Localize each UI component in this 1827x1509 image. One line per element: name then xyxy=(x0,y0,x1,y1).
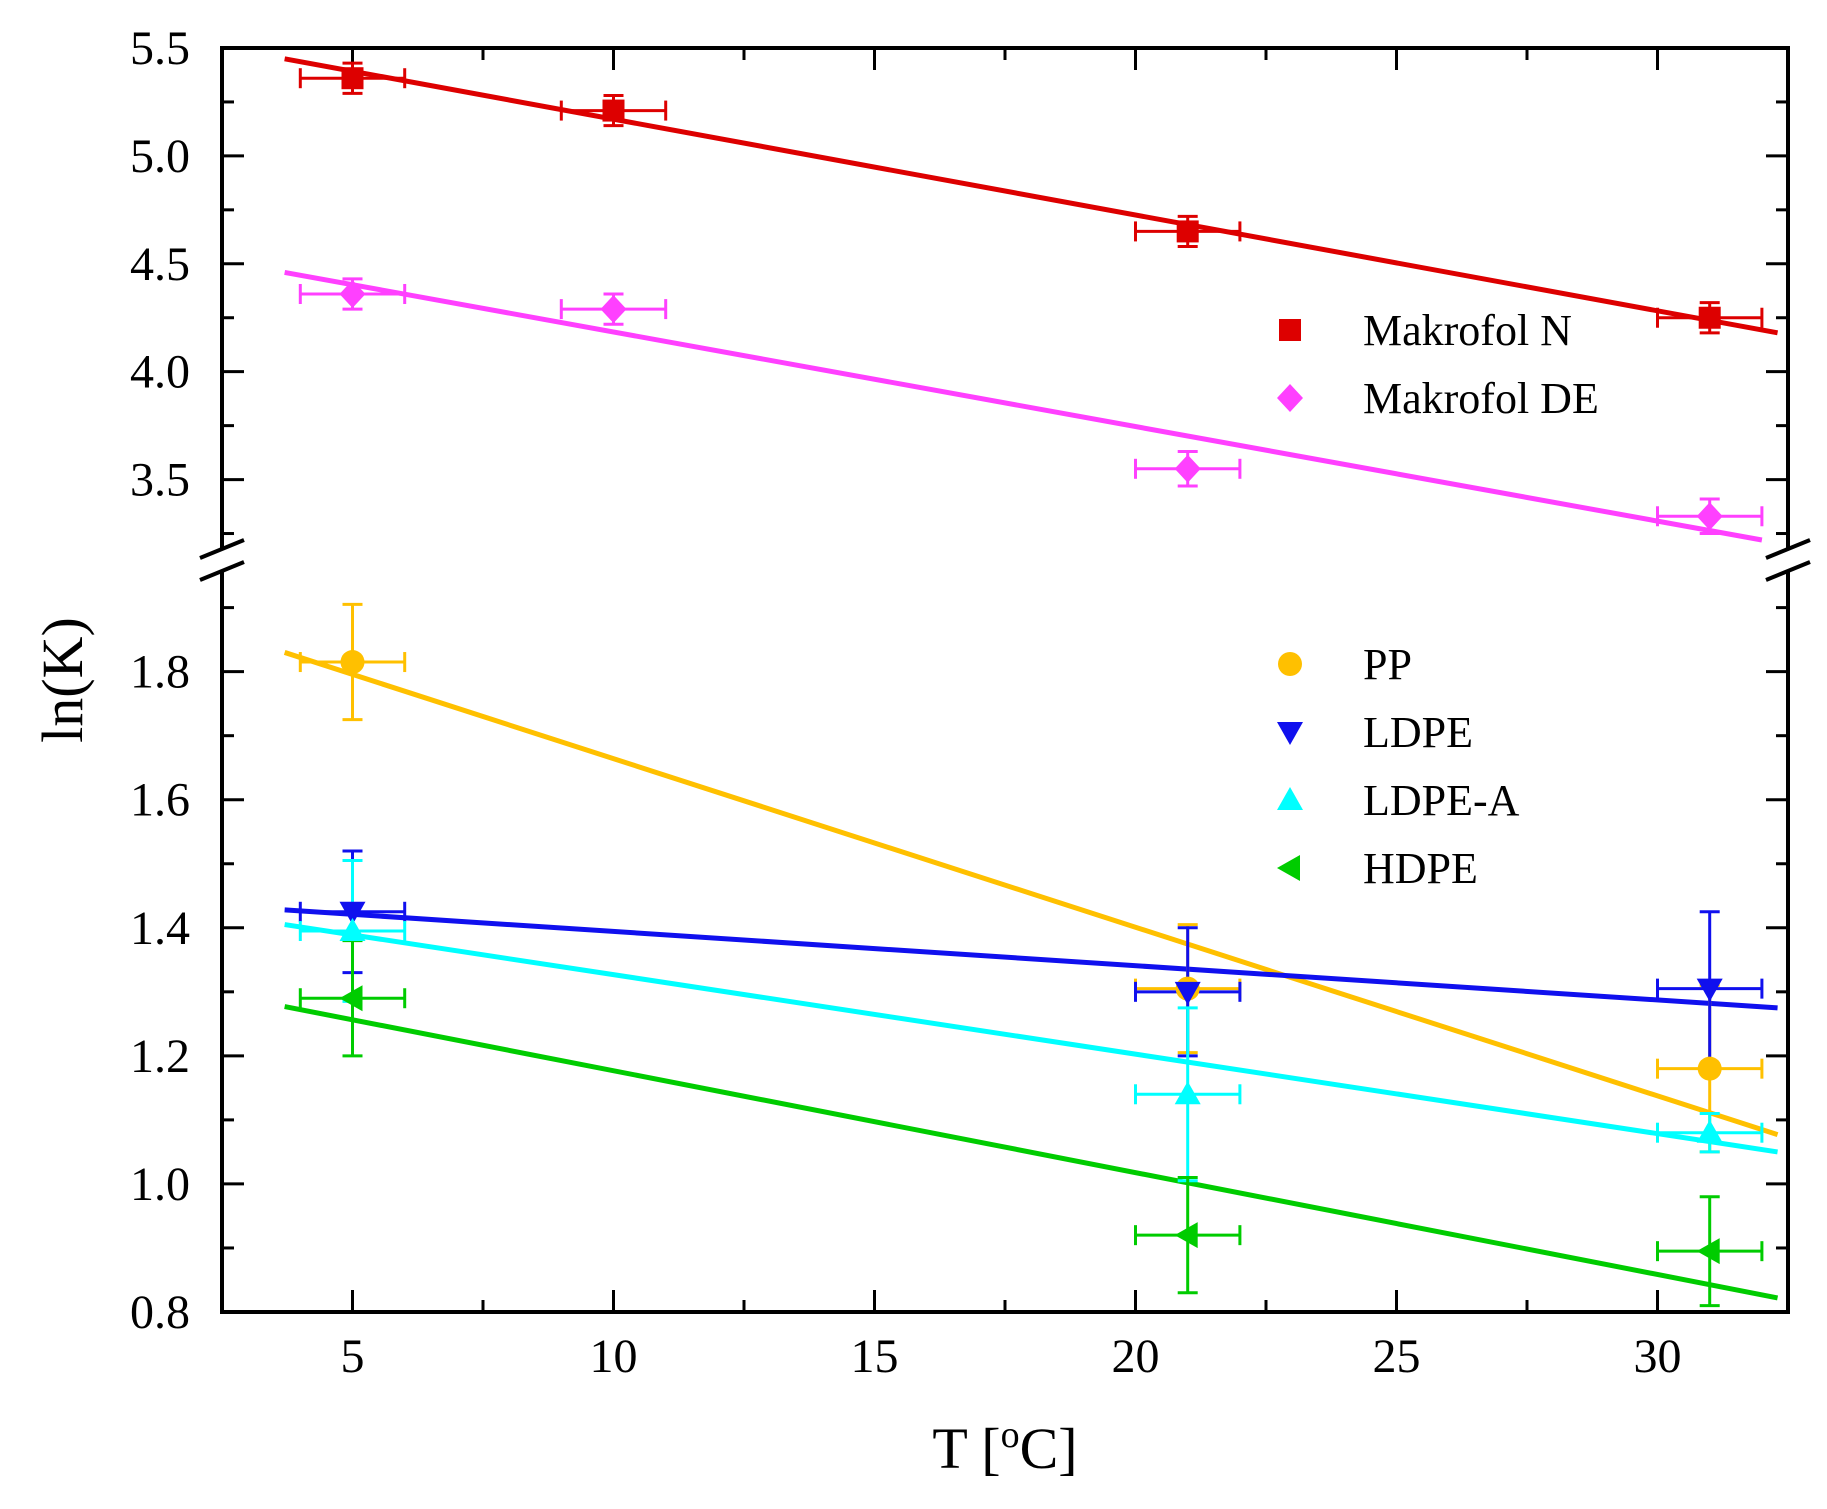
legend-label-ldpe-a: LDPE-A xyxy=(1363,776,1520,825)
marker-ldpe xyxy=(1174,981,1201,1005)
y-tick-label: 3.5 xyxy=(130,454,190,507)
y-tick-label: 5.0 xyxy=(130,130,190,183)
axis-break-mark xyxy=(199,560,245,582)
marker-ldpe-a xyxy=(339,917,366,941)
marker-makrofol-n xyxy=(1698,306,1721,329)
legend-marker-ldpe xyxy=(1277,722,1303,745)
x-tick-label: 10 xyxy=(590,1330,638,1383)
legend-marker-hdpe xyxy=(1277,855,1300,881)
axis-ticks xyxy=(220,46,1790,1314)
marker-ldpe-a xyxy=(1696,1119,1723,1143)
legends: Makrofol N Makrofol DE PP LDPE LDPE-A HDPE xyxy=(1277,306,1599,893)
marker-makrofol-n xyxy=(341,67,364,90)
legend-label-hdpe: HDPE xyxy=(1363,844,1478,893)
x-tick-label: 15 xyxy=(851,1330,899,1383)
axis-break-mark xyxy=(199,538,245,560)
error-bars xyxy=(298,61,1764,1308)
marker-hdpe xyxy=(1174,1222,1198,1249)
marker-pp xyxy=(1697,1056,1722,1081)
y-tick-label: 5.5 xyxy=(130,22,190,75)
legend-label-makrofol-n: Makrofol N xyxy=(1363,306,1572,355)
fit-line-ldpe xyxy=(284,907,1778,1011)
fit-line-hdpe xyxy=(284,1004,1779,1301)
marker-ldpe xyxy=(1696,978,1723,1002)
y-axis-title: ln(K) xyxy=(30,617,95,743)
y-tick-label: 0.8 xyxy=(130,1286,190,1339)
data-markers xyxy=(339,67,1723,1265)
axis-break-mark xyxy=(1765,560,1811,582)
y-tick-label: 1.6 xyxy=(130,774,190,827)
legend-marker-pp xyxy=(1278,652,1302,676)
plot-area xyxy=(199,46,1811,1314)
marker-makrofol-de xyxy=(1696,502,1723,531)
marker-ldpe xyxy=(339,901,366,925)
marker-makrofol-de xyxy=(339,280,366,308)
y-tick-label: 1.8 xyxy=(130,646,190,699)
fit-lines xyxy=(283,56,1779,1301)
marker-makrofol-de xyxy=(1174,454,1201,483)
marker-makrofol-de xyxy=(600,295,627,324)
x-tick-label: 5 xyxy=(341,1330,365,1383)
marker-pp xyxy=(340,650,365,675)
axis-break-mark xyxy=(1765,538,1811,560)
marker-makrofol-n xyxy=(1176,220,1199,243)
fit-line-makrofol-n xyxy=(284,56,1779,336)
y-tick-label: 4.0 xyxy=(130,346,190,399)
axis-break-marks xyxy=(199,538,1811,582)
tick-labels: 5 10 15 20 25 30 3.5 4.0 4.5 5.0 5.5 0.8 1.0 1.2 1.4 1.… xyxy=(130,22,1682,1383)
y-tick-label: 4.5 xyxy=(130,238,190,291)
marker-hdpe xyxy=(339,985,363,1012)
x-tick-label: 30 xyxy=(1634,1330,1682,1383)
y-tick-label: 1.2 xyxy=(130,1030,190,1083)
y-tick-label: 1.0 xyxy=(130,1158,190,1211)
legend-label-ldpe: LDPE xyxy=(1363,708,1473,757)
legend-marker-makrofol-de xyxy=(1277,384,1303,412)
fit-line-makrofol-de xyxy=(284,269,1763,543)
x-tick-label: 20 xyxy=(1112,1330,1160,1383)
legend-label-makrofol-de: Makrofol DE xyxy=(1363,374,1599,423)
marker-ldpe-a xyxy=(1174,1081,1201,1105)
x-tick-label: 25 xyxy=(1373,1330,1421,1383)
y-tick-label: 1.4 xyxy=(130,902,190,955)
legend-label-pp: PP xyxy=(1363,640,1412,689)
fit-line-pp xyxy=(283,650,1779,1138)
x-axis-title: T [oC] xyxy=(932,1414,1077,1481)
legend-marker-ldpe-a xyxy=(1277,787,1303,810)
legend-marker-makrofol-n xyxy=(1279,319,1301,341)
marker-hdpe xyxy=(1696,1238,1720,1265)
fit-line-ldpe-a xyxy=(284,922,1778,1155)
plot-frame xyxy=(220,46,1790,1314)
marker-makrofol-n xyxy=(602,99,625,122)
